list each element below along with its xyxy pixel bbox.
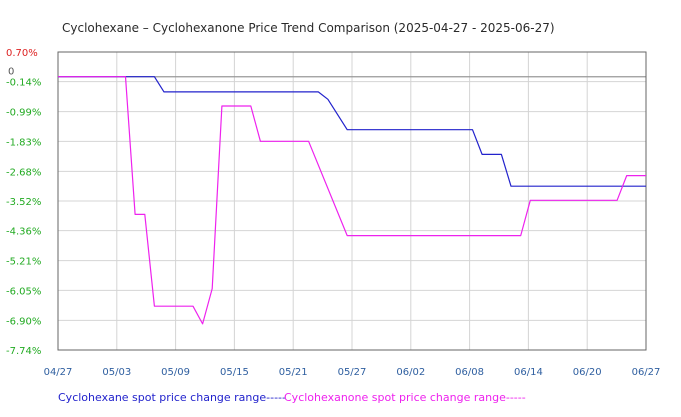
x-tick-label: 06/14 [514, 367, 543, 378]
x-axis-ticks: 04/27 05/03 05/09 05/15 05/21 05/27 06/02 06/08… [44, 367, 661, 378]
x-tick-label: 06/08 [455, 367, 484, 378]
chart-title: Cyclohexane – Cyclohexanone Price Trend … [62, 21, 555, 35]
y-tick-label: -0.14% [6, 78, 41, 89]
y-tick-label: 0.70% [6, 48, 38, 59]
y-tick-label: -1.83% [6, 137, 41, 148]
grid [57, 51, 647, 351]
series-lines [58, 76, 646, 325]
y-tick-label: -2.68% [6, 167, 41, 178]
x-tick-label: 05/27 [338, 367, 367, 378]
y-tick-label: -0.99% [6, 108, 41, 119]
y-tick-label: -3.52% [6, 197, 41, 208]
legend: Cyclohexane spot price change range-----… [58, 391, 526, 404]
y-tick-label: -5.21% [6, 257, 41, 268]
y-tick-label: -6.90% [6, 316, 41, 327]
x-tick-label: 05/21 [279, 367, 308, 378]
x-tick-label: 04/27 [44, 367, 73, 378]
x-tick-label: 05/15 [220, 367, 249, 378]
plot-frame [57, 51, 647, 351]
x-tick-label: 05/09 [161, 367, 190, 378]
x-tick-label: 06/02 [396, 367, 425, 378]
series-line-cyclohexanone [58, 76, 646, 325]
y-tick-label: -7.74% [6, 346, 41, 357]
y-tick-label: -6.05% [6, 286, 41, 297]
series-line-cyclohexane [58, 76, 646, 187]
y-tick-label: 0 [8, 67, 14, 78]
y-tick-label: -4.36% [6, 227, 41, 238]
x-tick-label: 06/27 [632, 367, 661, 378]
y-axis-ticks: 0.70% 0-0.14% -0.99% -1.83% -2.68% -3.52% -4.3… [6, 48, 41, 357]
x-tick-label: 05/03 [102, 367, 131, 378]
legend-entry-cyclohexane: Cyclohexane spot price change range----- [58, 391, 286, 404]
legend-entry-cyclohexanone: Cyclohexanone spot price change range---… [284, 391, 526, 404]
x-tick-label: 06/20 [573, 367, 602, 378]
